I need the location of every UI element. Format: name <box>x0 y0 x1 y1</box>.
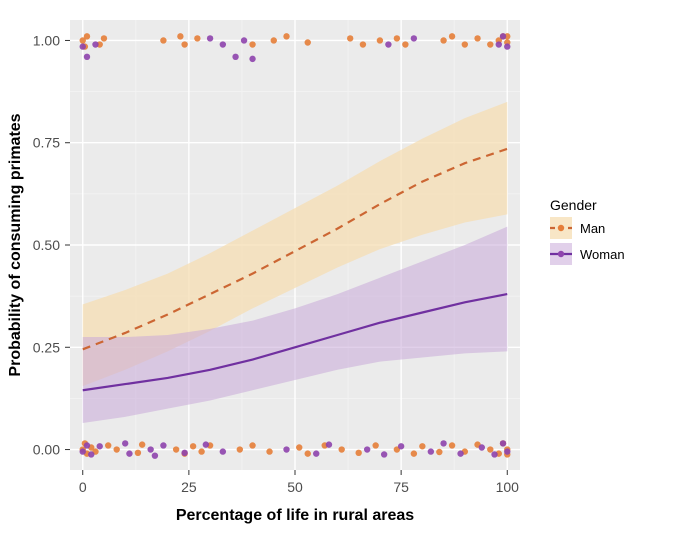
ytick-label: 0.75 <box>33 135 60 151</box>
legend-swatch-point <box>558 251 564 257</box>
probability-chart: 0 25 50 75 100 0.00 0.25 0.50 0.75 1.00 Percentage… <box>0 0 685 548</box>
xtick-label: 100 <box>496 479 520 495</box>
xtick-label: 25 <box>181 479 197 495</box>
point-woman <box>203 441 209 447</box>
point-woman <box>207 35 213 41</box>
point-man <box>355 450 361 456</box>
point-man <box>347 35 353 41</box>
point-man <box>160 37 166 43</box>
point-man <box>190 443 196 449</box>
xtick-label: 0 <box>79 479 87 495</box>
point-man <box>436 449 442 455</box>
point-man <box>372 442 378 448</box>
point-woman <box>504 448 510 454</box>
point-woman <box>381 451 387 457</box>
point-woman <box>313 450 319 456</box>
point-woman <box>504 43 510 49</box>
point-woman <box>84 442 90 448</box>
point-man <box>198 448 204 454</box>
point-woman <box>241 37 247 43</box>
y-axis-label: Probability of consuming primates <box>7 113 24 376</box>
point-man <box>181 41 187 47</box>
point-man <box>305 450 311 456</box>
point-woman <box>385 41 391 47</box>
point-man <box>377 37 383 43</box>
point-man <box>462 41 468 47</box>
point-man <box>139 441 145 447</box>
point-man <box>271 37 277 43</box>
chart-container: 0 25 50 75 100 0.00 0.25 0.50 0.75 1.00 Percentage… <box>0 0 685 548</box>
point-woman <box>440 440 446 446</box>
point-man <box>283 33 289 39</box>
point-man <box>266 448 272 454</box>
point-woman <box>398 443 404 449</box>
point-woman <box>160 442 166 448</box>
point-man <box>84 33 90 39</box>
point-man <box>101 35 107 41</box>
point-man <box>487 41 493 47</box>
ytick-label: 0.50 <box>33 237 60 253</box>
point-woman <box>88 451 94 457</box>
xtick-label: 50 <box>287 479 303 495</box>
point-man <box>177 33 183 39</box>
point-woman <box>122 440 128 446</box>
point-woman <box>220 448 226 454</box>
point-woman <box>220 41 226 47</box>
point-man <box>105 442 111 448</box>
point-man <box>237 446 243 452</box>
point-man <box>394 35 400 41</box>
legend-swatch-point <box>558 225 564 231</box>
point-man <box>449 33 455 39</box>
x-axis-label: Percentage of life in rural areas <box>176 507 414 524</box>
xtick-label: 75 <box>393 479 409 495</box>
point-woman <box>97 443 103 449</box>
point-woman <box>80 448 86 454</box>
point-man <box>113 446 119 452</box>
point-man <box>135 450 141 456</box>
point-woman <box>152 452 158 458</box>
point-man <box>487 446 493 452</box>
ytick-label: 1.00 <box>33 32 60 48</box>
point-woman <box>80 43 86 49</box>
point-man <box>305 39 311 45</box>
point-woman <box>411 35 417 41</box>
point-woman <box>92 41 98 47</box>
point-man <box>338 446 344 452</box>
point-man <box>360 41 366 47</box>
point-woman <box>232 54 238 60</box>
point-man <box>474 35 480 41</box>
point-woman <box>84 54 90 60</box>
legend-title: Gender <box>550 197 597 213</box>
point-woman <box>496 41 502 47</box>
point-man <box>249 442 255 448</box>
point-woman <box>147 446 153 452</box>
point-woman <box>181 450 187 456</box>
point-man <box>419 443 425 449</box>
point-man <box>296 444 302 450</box>
point-woman <box>249 56 255 62</box>
point-woman <box>500 440 506 446</box>
point-man <box>449 442 455 448</box>
point-man <box>249 41 255 47</box>
point-woman <box>283 446 289 452</box>
point-woman <box>457 450 463 456</box>
point-woman <box>364 446 370 452</box>
point-woman <box>428 448 434 454</box>
point-man <box>194 35 200 41</box>
point-man <box>173 446 179 452</box>
point-woman <box>126 450 132 456</box>
point-woman <box>479 444 485 450</box>
point-man <box>411 450 417 456</box>
legend-label: Woman <box>580 247 625 262</box>
point-woman <box>326 441 332 447</box>
point-woman <box>500 33 506 39</box>
legend-label: Man <box>580 221 605 236</box>
ytick-label: 0.00 <box>33 442 60 458</box>
point-man <box>440 37 446 43</box>
ytick-label: 0.25 <box>33 339 60 355</box>
point-man <box>402 41 408 47</box>
point-woman <box>491 451 497 457</box>
